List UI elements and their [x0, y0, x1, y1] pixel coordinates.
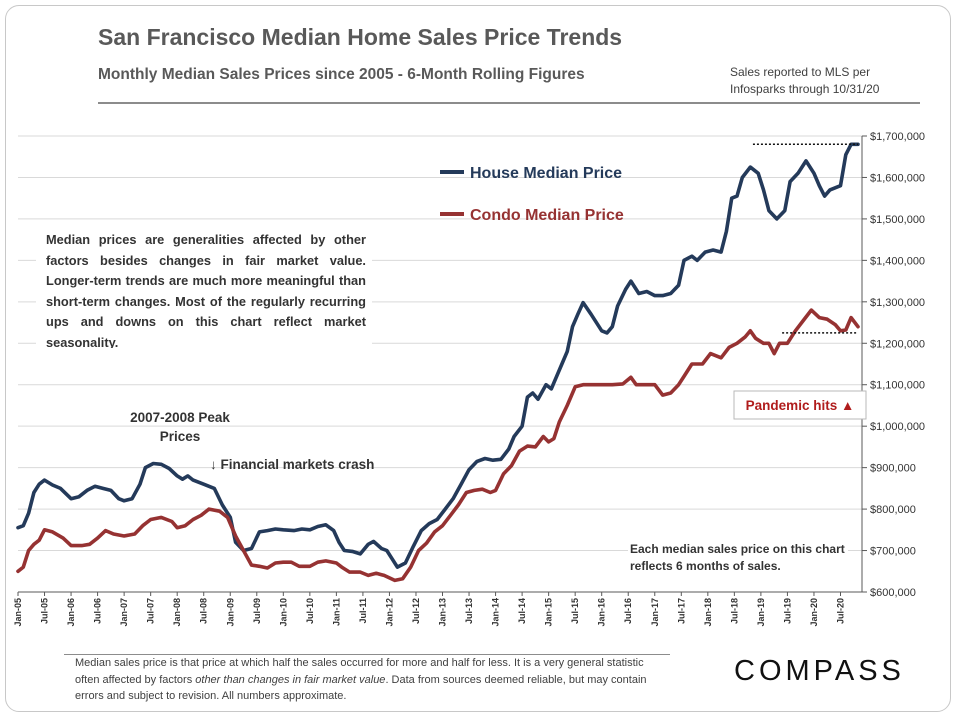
y-tick-label: $600,000 — [870, 587, 916, 599]
x-tick-label: Jul-09 — [252, 598, 262, 624]
x-tick-label: Jan-15 — [544, 598, 554, 627]
y-tick-label: $900,000 — [870, 463, 916, 475]
x-tick-label: Jan-09 — [225, 598, 235, 627]
x-tick-label: Jan-08 — [172, 598, 182, 627]
legend: House Median Price Condo Median Price — [440, 165, 624, 224]
footnote-part-3: . Data from sources deemed reliable, but… — [75, 673, 647, 703]
x-tick-label: Jan-14 — [491, 598, 501, 627]
y-tick-label: $1,700,000 — [870, 131, 925, 143]
x-tick-label: Jul-08 — [199, 598, 209, 624]
x-axis-ticks: Jan-05 Jul-05 Jan-06 Jul-06 Jan-07 Jul-07 Jan-… — [13, 592, 845, 627]
x-tick-label: Jul-16 — [623, 598, 633, 624]
x-tick-label: Jan-07 — [119, 598, 129, 627]
crash-label: ↓ Financial markets crash — [210, 457, 374, 472]
y-tick-label: $700,000 — [870, 546, 916, 558]
x-tick-label: Jul-15 — [570, 598, 580, 624]
x-tick-label: Jul-12 — [411, 598, 421, 624]
x-tick-label: Jan-11 — [331, 598, 341, 626]
y-tick-label: $1,200,000 — [870, 338, 925, 350]
footnote-part-2: other than changes in fair market value — [195, 673, 386, 686]
chart-subtitle: Monthly Median Sales Prices since 2005 -… — [98, 66, 585, 83]
y-tick-label: $1,600,000 — [870, 172, 925, 184]
x-tick-label: Jul-17 — [676, 598, 686, 624]
peak-annotation: 2007-2008 Peak Prices — [130, 410, 230, 444]
x-tick-label: Jan-16 — [597, 598, 607, 627]
x-tick-label: Jan-18 — [703, 598, 713, 627]
house-price-line — [16, 142, 860, 569]
x-tick-label: Jan-10 — [278, 598, 288, 627]
source-note: Sales reported to MLS per Infosparks thr… — [730, 65, 880, 96]
footer-divider — [64, 654, 670, 655]
y-tick-label: $1,300,000 — [870, 297, 925, 309]
legend-house-label: House Median Price — [470, 165, 622, 182]
compass-logo: COMPASS — [734, 655, 905, 687]
y-tick-label: $1,100,000 — [870, 380, 925, 392]
header-divider — [98, 102, 920, 104]
y-tick-label: $800,000 — [870, 504, 916, 516]
x-tick-label: Jul-07 — [146, 598, 156, 624]
note-box: Median prices are generalities affected … — [46, 232, 366, 348]
x-tick-label: Jul-18 — [729, 598, 739, 624]
six-month-note-bg — [628, 540, 848, 578]
x-tick-label: Jul-20 — [835, 598, 845, 624]
y-tick-label: $1,000,000 — [870, 421, 925, 433]
x-tick-label: Jan-12 — [384, 598, 394, 627]
x-tick-label: Jan-06 — [66, 598, 76, 627]
x-tick-label: Jul-19 — [782, 598, 792, 624]
six-month-note: Each median sales price on this chart re… — [630, 542, 845, 573]
x-tick-label: Jan-05 — [13, 598, 23, 627]
x-tick-label: Jan-19 — [756, 598, 766, 627]
y-tick-label: $1,500,000 — [870, 214, 925, 226]
page-title: San Francisco Median Home Sales Price Tr… — [98, 24, 623, 50]
pandemic-box — [733, 390, 867, 420]
note-box-bg — [36, 224, 372, 348]
y-tick-label: $1,400,000 — [870, 255, 925, 267]
y-axis-ticks: $600,000 $700,000 $800,000 $900,000 $1,000,0… — [862, 131, 925, 599]
x-tick-label: Jul-10 — [305, 598, 315, 624]
x-tick-label: Jul-14 — [517, 598, 527, 624]
x-tick-label: Jul-05 — [40, 598, 50, 624]
legend-condo-label: Condo Median Price — [470, 207, 624, 224]
footnote: Median sales price is that price at whic… — [75, 655, 665, 705]
peak-label: 2007-2008 Peak Prices — [130, 410, 230, 444]
note-box-text: Median prices are generalities affected … — [46, 232, 366, 348]
reference-lines — [752, 143, 858, 334]
x-tick-label: Jan-13 — [438, 598, 448, 627]
six-month-note-text: Each median sales price on this chart re… — [630, 542, 845, 573]
series-lines — [16, 142, 860, 583]
pandemic-label: Pandemic hits ▲ — [746, 398, 855, 413]
x-tick-label: Jul-11 — [358, 598, 368, 624]
footnote-part-1: Median sales price is that price at whic… — [75, 657, 644, 686]
x-tick-label: Jan-17 — [650, 598, 660, 627]
chart-frame — [5, 5, 951, 712]
x-tick-label: Jul-13 — [464, 598, 474, 624]
condo-price-line — [16, 308, 860, 583]
x-tick-label: Jul-06 — [93, 598, 103, 624]
x-tick-label: Jan-20 — [809, 598, 819, 627]
